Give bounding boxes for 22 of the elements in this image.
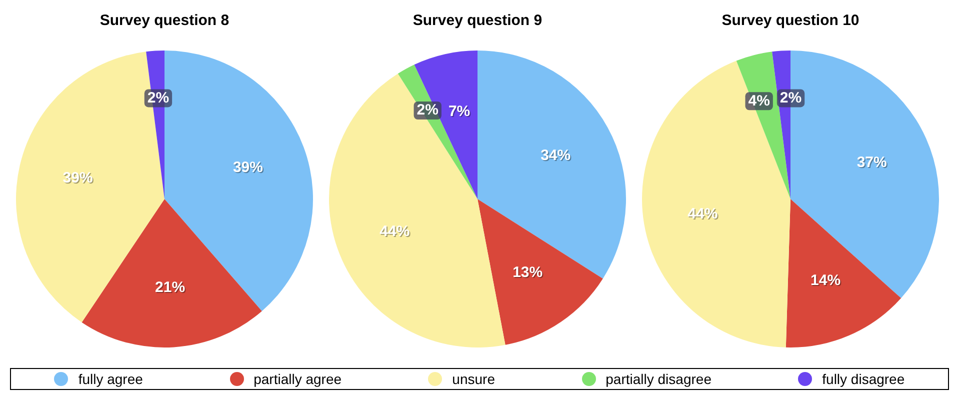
- data-label: 14%: [812, 273, 842, 290]
- data-label: 2%: [416, 102, 438, 119]
- chart-title: Survey question 9: [412, 12, 542, 30]
- data-label: 21%: [156, 280, 186, 298]
- data-label: 37%: [858, 154, 888, 172]
- data-label: 13%: [514, 264, 544, 282]
- chart-title: Survey question 10: [722, 12, 860, 30]
- data-label: 4%: [748, 92, 770, 110]
- legend-label: unsure: [452, 371, 495, 387]
- data-label: 34%: [542, 148, 572, 166]
- chart-title: Survey question 8: [100, 12, 230, 30]
- legend-label: fully disagree: [822, 371, 905, 387]
- data-label: 7%: [449, 104, 472, 122]
- legend-label: partially agree: [254, 371, 342, 387]
- data-label: 44%: [688, 206, 719, 224]
- legend-label: fully agree: [78, 371, 143, 387]
- data-label: 39%: [64, 170, 94, 188]
- data-label: 2%: [780, 89, 802, 106]
- data-label: 2%: [147, 89, 170, 106]
- data-label: 44%: [380, 224, 411, 241]
- data-label: 39%: [234, 160, 264, 177]
- legend-label: partially disagree: [606, 371, 712, 387]
